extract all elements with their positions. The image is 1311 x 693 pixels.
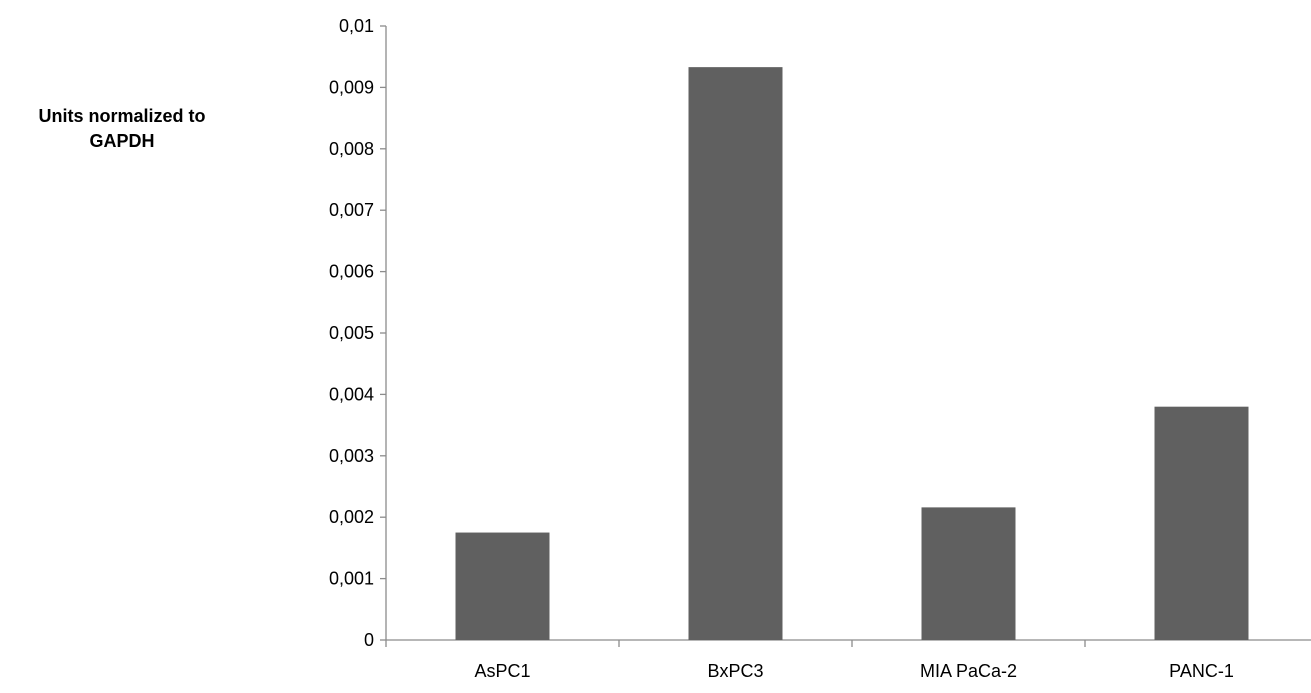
y-tick-label: 0,009: [329, 77, 374, 97]
bar-aspc1: [455, 532, 550, 640]
y-tick-label: 0,001: [329, 569, 374, 589]
bar-bxpc3: [688, 67, 783, 640]
y-tick-label: 0,006: [329, 262, 374, 282]
x-tick-label: PANC-1: [1169, 661, 1234, 681]
y-tick-label: 0: [364, 630, 374, 650]
x-tick-label: MIA PaCa-2: [920, 661, 1017, 681]
y-tick-label: 0,004: [329, 384, 374, 404]
bar-mia-paca-2: [921, 507, 1016, 640]
bar-panc-1: [1154, 406, 1249, 640]
y-tick-label: 0,003: [329, 446, 374, 466]
y-tick-label: 0,007: [329, 200, 374, 220]
y-axis-label: Units normalized to GAPDH: [0, 104, 244, 154]
x-tick-label: AsPC1: [474, 661, 530, 681]
y-tick-label: 0,002: [329, 507, 374, 527]
y-tick-label: 0,01: [339, 16, 374, 36]
y-tick-label: 0,008: [329, 139, 374, 159]
x-tick-label: BxPC3: [707, 661, 763, 681]
y-tick-label: 0,005: [329, 323, 374, 343]
y-axis-label-line-1: Units normalized to: [38, 106, 206, 126]
y-axis-label-line-2: GAPDH: [89, 131, 155, 151]
